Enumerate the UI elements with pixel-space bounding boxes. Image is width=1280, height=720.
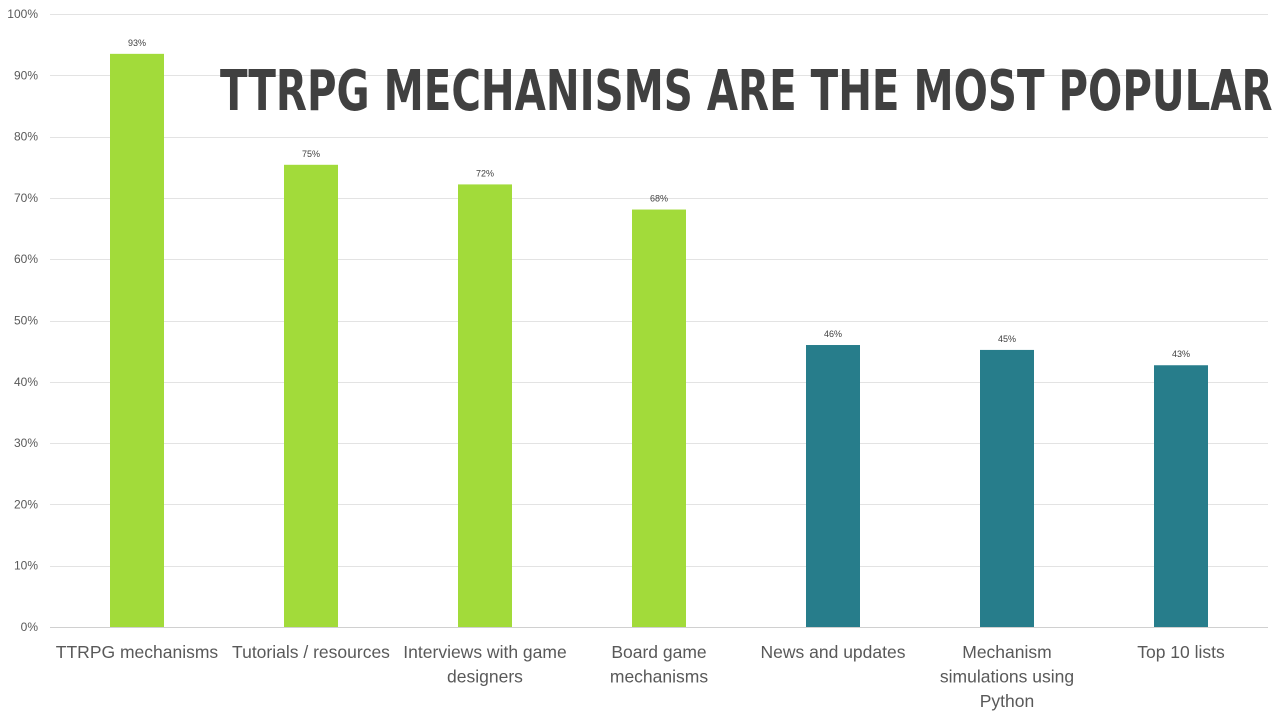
category-label: Tutorials / resources: [232, 642, 390, 662]
data-label: 75%: [302, 149, 320, 159]
y-tick-label: 70%: [14, 191, 38, 205]
bar: [980, 349, 1034, 627]
y-axis-tick-labels: 0% 10% 20% 30% 40% 50% 60% 70% 80% 90% 100%: [7, 7, 38, 634]
bar: [110, 53, 164, 628]
category-label: Board game mechanisms: [610, 642, 708, 687]
y-tick-label: 10%: [14, 559, 38, 573]
y-tick-label: 100%: [7, 7, 38, 21]
x-axis-category-labels: TTRPG mechanisms Tutorials / resources Int…: [56, 642, 1225, 711]
category-label: TTRPG mechanisms: [56, 642, 219, 662]
y-tick-label: 50%: [14, 314, 38, 328]
category-label: News and updates: [761, 642, 906, 662]
data-label: 68%: [650, 194, 668, 204]
bar: [458, 184, 512, 627]
bar: [806, 345, 860, 627]
y-tick-label: 90%: [14, 68, 38, 82]
category-label: Interviews with game designers: [403, 642, 566, 687]
y-tick-label: 80%: [14, 130, 38, 144]
y-tick-label: 30%: [14, 436, 38, 450]
chart-title: TTRPG MECHANISMS ARE THE MOST POPULAR: [220, 59, 1273, 124]
data-labels: 93% 75% 72% 68% 46% 45% 43%: [128, 38, 1190, 359]
bar: [1154, 365, 1208, 627]
bar: [632, 209, 686, 627]
y-tick-label: 20%: [14, 497, 38, 511]
y-tick-label: 40%: [14, 375, 38, 389]
bars: [110, 53, 1208, 628]
y-tick-label: 0%: [21, 620, 39, 634]
category-label: Mechanism simulations using Python: [940, 642, 1074, 711]
y-tick-label: 60%: [14, 252, 38, 266]
data-label: 46%: [824, 329, 842, 339]
data-label: 43%: [1172, 349, 1190, 359]
category-label: Top 10 lists: [1137, 642, 1225, 662]
data-label: 93%: [128, 38, 146, 48]
bar: [284, 164, 338, 627]
data-label: 72%: [476, 168, 494, 178]
data-label: 45%: [998, 334, 1016, 344]
